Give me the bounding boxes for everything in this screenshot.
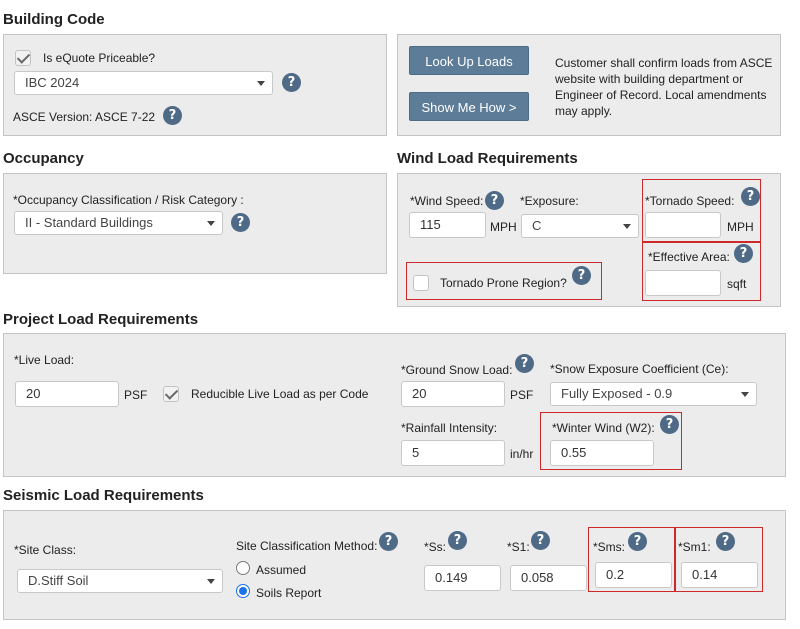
show-me-how-button[interactable]: Show Me How > [409,92,529,121]
question-circle-icon[interactable]: ? [716,532,735,551]
chevron-down-icon [257,81,265,86]
question-circle-icon[interactable]: ? [741,187,760,206]
seismic-load-panel: *Site Class: D.Stiff Soil Site Classific… [3,510,786,620]
occupancy-classification-label: *Occupancy Classification / Risk Categor… [13,193,244,207]
snow-exposure-label: *Snow Exposure Coefficient (Ce): [550,362,729,376]
tornado-prone-highlight [406,262,602,300]
live-load-unit: PSF [124,388,148,402]
question-circle-icon[interactable]: ? [379,532,398,551]
ground-snow-label: *Ground Snow Load: [401,363,513,377]
sms-input[interactable]: 0.2 [595,562,672,588]
reducible-live-load-label: Reducible Live Load as per Code [191,387,369,401]
tornado-speed-label: *Tornado Speed: [645,194,735,208]
priceable-checkbox[interactable] [15,50,31,66]
wind-speed-input[interactable]: 115 [409,212,486,238]
exposure-value: C [532,218,542,233]
question-circle-icon[interactable]: ? [572,266,591,285]
ss-label: *Ss: [424,540,447,554]
building-code-panel: Is eQuote Priceable? IBC 2024 ? ASCE Ver… [3,34,387,136]
project-load-panel: *Live Load: 20 PSF Reducible Live Load a… [3,333,786,477]
question-circle-icon[interactable]: ? [734,244,753,263]
building-code-title: Building Code [3,11,105,28]
chevron-down-icon [207,221,215,226]
sm1-input[interactable]: 0.14 [681,562,758,588]
question-circle-icon[interactable]: ? [531,531,550,550]
wind-speed-unit: MPH [490,220,517,234]
occupancy-classification-value: II - Standard Buildings [25,215,153,230]
soils-report-radio[interactable] [236,584,250,598]
wind-load-panel: *Wind Speed: ? 115 MPH *Exposure: C Torn… [397,173,781,307]
chevron-down-icon [741,392,749,397]
building-code-value: IBC 2024 [25,75,80,90]
occupancy-panel: *Occupancy Classification / Risk Categor… [3,173,387,274]
asce-version: ASCE Version: ASCE 7-22 [13,110,156,124]
project-load-title: Project Load Requirements [3,311,199,328]
question-circle-icon[interactable]: ? [628,532,647,551]
ground-snow-unit: PSF [510,388,534,402]
question-circle-icon[interactable]: ? [515,354,534,373]
rainfall-unit: in/hr [510,447,534,461]
tornado-speed-highlight [642,179,761,242]
winter-wind-label: *Winter Wind (W2): [552,421,655,435]
tornado-speed-unit: MPH [727,220,754,234]
winter-wind-input[interactable]: 0.55 [550,440,654,466]
ascse-note: Customer shall confirm loads from ASCE w… [555,56,773,118]
look-up-loads-button[interactable]: Look Up Loads [409,46,529,75]
sms-highlight [588,527,675,592]
rainfall-input[interactable]: 5 [401,440,505,466]
question-circle-icon[interactable]: ? [448,531,467,550]
priceable-label: Is eQuote Priceable? [43,51,156,65]
chevron-down-icon [623,224,631,229]
question-circle-icon[interactable]: ? [485,191,504,210]
assumed-label: Assumed [256,563,307,577]
wind-speed-label: *Wind Speed: [410,194,484,208]
tornado-prone-checkbox[interactable] [413,275,429,291]
snow-exposure-value: Fully Exposed - 0.9 [561,386,673,401]
lookup-panel: Look Up Loads Show Me How > Customer sha… [397,34,781,136]
occupancy-title: Occupancy [3,150,84,167]
rainfall-label: *Rainfall Intensity: [401,421,498,435]
winter-wind-highlight [540,412,682,470]
sm1-highlight [675,527,763,592]
site-class-label: *Site Class: [14,543,77,557]
effective-area-highlight [642,242,761,301]
effective-area-input[interactable] [645,270,721,296]
question-circle-icon[interactable]: ? [231,213,250,232]
effective-area-unit: sqft [727,277,747,291]
site-class-value: D.Stiff Soil [28,573,89,588]
question-circle-icon[interactable]: ? [163,106,182,125]
sms-label: *Sms: [593,540,626,554]
live-load-label: *Live Load: [14,353,75,367]
wind-load-title: Wind Load Requirements [397,150,578,167]
site-classification-method-label: Site Classification Method: [236,539,378,553]
effective-area-label: *Effective Area: [648,250,730,264]
question-circle-icon[interactable]: ? [282,73,301,92]
soils-report-label: Soils Report [256,586,322,600]
occupancy-classification-select[interactable]: II - Standard Buildings [14,211,223,235]
reducible-live-load-checkbox[interactable] [163,386,179,402]
site-class-select[interactable]: D.Stiff Soil [17,569,223,593]
building-code-select[interactable]: IBC 2024 [14,71,273,95]
exposure-select[interactable]: C [521,214,639,238]
tornado-speed-input[interactable] [645,212,721,238]
chevron-down-icon [207,579,215,584]
exposure-label: *Exposure: [520,194,579,208]
live-load-input[interactable]: 20 [15,381,119,407]
ss-input[interactable]: 0.149 [424,565,501,591]
ground-snow-input[interactable]: 20 [401,381,505,407]
s1-label: *S1: [507,540,530,554]
snow-exposure-select[interactable]: Fully Exposed - 0.9 [550,382,757,406]
question-circle-icon[interactable]: ? [660,415,679,434]
sm1-label: *Sm1: [678,540,711,554]
assumed-radio[interactable] [236,561,250,575]
seismic-load-title: Seismic Load Requirements [3,487,204,504]
tornado-prone-label: Tornado Prone Region? [440,276,567,290]
s1-input[interactable]: 0.058 [510,565,587,591]
